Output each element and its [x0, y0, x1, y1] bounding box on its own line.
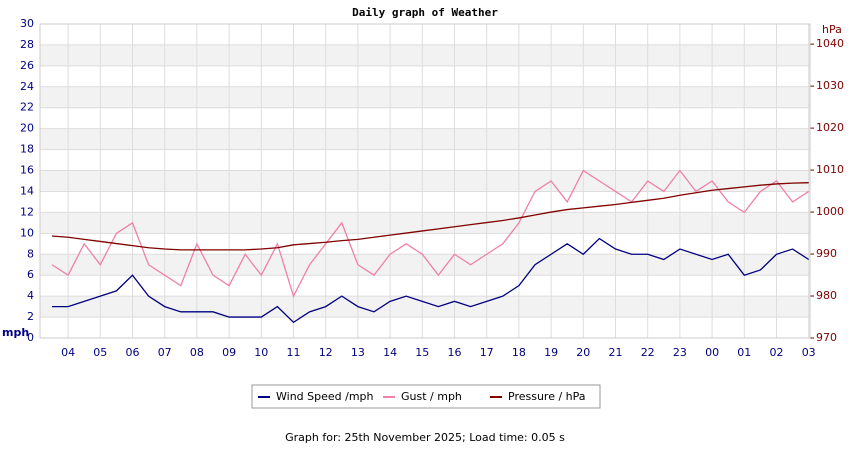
x-tick-label: 16 — [448, 346, 462, 359]
x-tick-label: 13 — [351, 346, 365, 359]
y-tick-label: 24 — [20, 80, 34, 93]
y2-tick-label: 1020 — [816, 121, 844, 134]
y2-tick-label: 990 — [816, 247, 837, 260]
grid-band — [40, 212, 810, 234]
y-tick-label: 8 — [27, 247, 34, 260]
chart-title: Daily graph of Weather — [352, 6, 498, 19]
x-tick-label: 04 — [61, 346, 75, 359]
x-tick-label: 17 — [480, 346, 494, 359]
x-tick-label: 15 — [415, 346, 429, 359]
grid-band — [40, 128, 810, 150]
grid-band — [40, 170, 810, 192]
x-tick-label: 02 — [770, 346, 784, 359]
y-tick-label: 22 — [20, 101, 34, 114]
grid-band — [40, 254, 810, 276]
x-tick-label: 19 — [544, 346, 558, 359]
y2-tick-label: 1040 — [816, 37, 844, 50]
y2-tick-label: 1000 — [816, 205, 844, 218]
x-tick-label: 10 — [254, 346, 268, 359]
y-tick-label: 16 — [20, 164, 34, 177]
y2-tick-label: 1010 — [816, 163, 844, 176]
y-axis-label: mph — [2, 326, 29, 339]
y-tick-label: 18 — [20, 143, 34, 156]
y-tick-label: 14 — [20, 184, 34, 197]
x-tick-label: 11 — [287, 346, 301, 359]
x-tick-label: 08 — [190, 346, 204, 359]
y-tick-label: 12 — [20, 205, 34, 218]
x-tick-label: 00 — [705, 346, 719, 359]
legend-label: Gust / mph — [401, 390, 462, 403]
grid-band — [40, 296, 810, 318]
y-tick-label: 20 — [20, 122, 34, 135]
y2-tick-label: 970 — [816, 331, 837, 344]
y-tick-label: 0 — [27, 331, 34, 344]
y2-tick-label: 1030 — [816, 79, 844, 92]
y-tick-label: 2 — [27, 310, 34, 323]
plot-area — [40, 23, 810, 339]
x-tick-label: 09 — [222, 346, 236, 359]
y-tick-label: 28 — [20, 38, 34, 51]
y-tick-label: 30 — [20, 17, 34, 30]
x-tick-label: 06 — [126, 346, 140, 359]
series-line — [51, 182, 809, 251]
grid-band — [40, 44, 810, 66]
x-tick-label: 23 — [673, 346, 687, 359]
y-tick-label: 6 — [27, 268, 34, 281]
y-tick-label: 10 — [20, 226, 34, 239]
series-line — [51, 169, 810, 298]
legend-label: Pressure / hPa — [508, 390, 586, 403]
plot-frame — [39, 23, 811, 339]
legend-label: Wind Speed /mph — [276, 390, 374, 403]
series-line — [52, 237, 810, 324]
x-tick-label: 05 — [93, 346, 107, 359]
y2-tick-label: 980 — [816, 289, 837, 302]
x-tick-label: 12 — [319, 346, 333, 359]
y-tick-label: 4 — [27, 289, 34, 302]
x-tick-label: 14 — [383, 346, 397, 359]
x-tick-label: 22 — [641, 346, 655, 359]
x-tick-label: 01 — [737, 346, 751, 359]
x-tick-label: 21 — [609, 346, 623, 359]
y2-axis-label: hPa — [822, 23, 842, 36]
x-tick-label: 03 — [802, 346, 816, 359]
x-tick-label: 18 — [512, 346, 526, 359]
x-tick-label: 07 — [158, 346, 172, 359]
grid-band — [40, 86, 810, 108]
legend-box — [251, 384, 601, 409]
x-tick-label: 20 — [576, 346, 590, 359]
footer: Graph for: 25th November 2025; Load time… — [285, 431, 565, 444]
y-tick-label: 26 — [20, 59, 34, 72]
